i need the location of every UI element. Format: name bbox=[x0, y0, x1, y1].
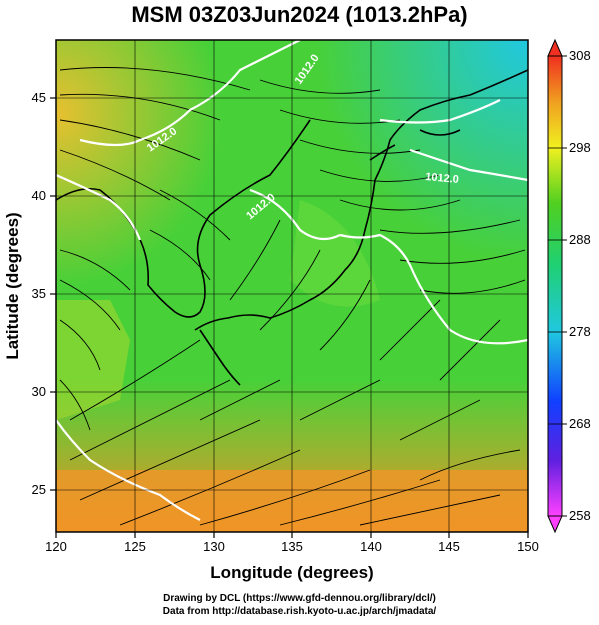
x-tick-label: 145 bbox=[438, 539, 460, 554]
y-tick-labels: 45 40 35 30 25 bbox=[32, 90, 46, 497]
colorbar-tick-label: 268 bbox=[569, 416, 591, 431]
x-tick-label: 120 bbox=[45, 539, 67, 554]
weather-map-figure: 1012.0 1012.0 1012.0 1012.0 120 125 130 … bbox=[3, 38, 591, 582]
x-tick-labels: 120 125 130 135 140 145 150 bbox=[45, 539, 539, 554]
y-axis-label: Latitude (degrees) bbox=[3, 212, 22, 359]
colorbar-tick-label: 298 bbox=[569, 140, 591, 155]
credit-drawing: Drawing by DCL (https://www.gfd-dennou.o… bbox=[163, 593, 436, 604]
x-tick-label: 150 bbox=[517, 539, 539, 554]
y-tick-label: 35 bbox=[32, 286, 46, 301]
y-tick-label: 40 bbox=[32, 188, 46, 203]
axis-ticks bbox=[50, 97, 529, 538]
colorbar-max-arrow bbox=[547, 38, 563, 57]
colorbar-tick-label: 288 bbox=[569, 232, 591, 247]
x-axis-label: Longitude (degrees) bbox=[210, 563, 373, 582]
wind-streamlines bbox=[59, 67, 526, 526]
x-tick-label: 135 bbox=[281, 539, 303, 554]
x-tick-label: 140 bbox=[360, 539, 382, 554]
x-tick-label: 125 bbox=[124, 539, 146, 554]
contour-label: 1012.0 bbox=[425, 171, 460, 186]
y-tick-label: 25 bbox=[32, 482, 46, 497]
y-tick-label: 45 bbox=[32, 90, 46, 105]
colorbar-tick-label: 278 bbox=[569, 324, 591, 339]
credit-data: Data from http://database.rish.kyoto-u.a… bbox=[162, 606, 437, 617]
page-title: MSM 03Z03Jun2024 (1013.2hPa) bbox=[131, 2, 468, 27]
grid bbox=[56, 40, 528, 532]
colorbar-min-arrow bbox=[547, 515, 563, 534]
credits: Drawing by DCL (https://www.gfd-dennou.o… bbox=[0, 592, 599, 618]
colorbar: 308 298 288 278 268 258 bbox=[547, 38, 591, 534]
colorbar-tick-label: 258 bbox=[569, 508, 591, 523]
colorbar-gradient bbox=[547, 55, 563, 517]
y-tick-label: 30 bbox=[32, 384, 46, 399]
x-tick-label: 130 bbox=[203, 539, 225, 554]
colorbar-tick-label: 308 bbox=[569, 48, 591, 63]
